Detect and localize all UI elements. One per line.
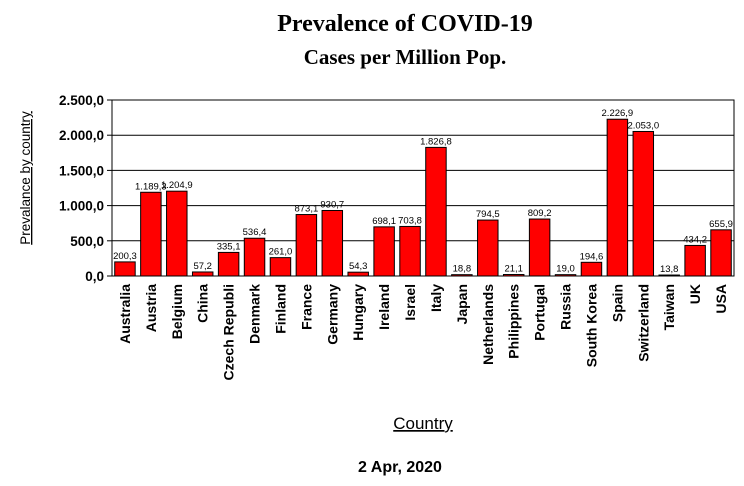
bar [528, 218, 551, 277]
bar-value-label: 2.226,9 [602, 108, 634, 119]
bar [373, 226, 395, 277]
bar [425, 146, 447, 277]
bar [477, 219, 499, 277]
bar-value-label: 261,0 [269, 247, 293, 258]
bar [191, 271, 214, 277]
bar-value-label: 794,5 [476, 209, 500, 220]
bar [269, 257, 292, 277]
bar [632, 130, 655, 277]
bar [399, 225, 421, 277]
x-tick-label: Belgium [169, 284, 185, 339]
bar-value-label: 434,2 [683, 234, 707, 245]
y-tick-label: 500,0 [70, 234, 104, 249]
bar [321, 209, 344, 277]
bar-value-label: 703,8 [398, 215, 422, 226]
bar-value-label: 335,1 [217, 241, 241, 252]
bar [606, 118, 629, 277]
x-tick-label: Germany [324, 284, 340, 345]
bar-value-label: 1.204,9 [161, 180, 193, 191]
bar [347, 271, 369, 277]
bar-value-label: 194,6 [580, 251, 604, 262]
bar [580, 261, 603, 277]
bar-value-label: 698,1 [372, 216, 396, 227]
x-tick-label: Finland [272, 284, 288, 334]
bar [217, 251, 240, 277]
x-tick-label: UK [687, 284, 703, 304]
x-tick-label: Hungary [350, 284, 366, 341]
bar [710, 229, 732, 277]
bar [243, 237, 266, 277]
bar-value-label: 809,2 [528, 208, 552, 219]
bar-value-label: 655,9 [709, 219, 733, 230]
y-tick-label: 2.000,0 [59, 128, 104, 143]
x-tick-label: Italy [428, 284, 444, 312]
x-tick-label: Portugal [532, 284, 548, 341]
chart-footer: 2 Apr, 2020 [358, 459, 442, 476]
x-tick-label: Australia [117, 284, 133, 344]
y-tick-label: 1.000,0 [59, 199, 104, 214]
x-axis-label: Country [393, 414, 453, 433]
plot-frame [111, 99, 735, 277]
bar-value-label: 57,2 [193, 261, 212, 272]
bar [295, 214, 318, 277]
x-tick-label: USA [713, 284, 729, 314]
x-tick-label: China [195, 284, 211, 323]
x-tick-label: South Korea [583, 284, 599, 367]
y-tick-labels: 0,0 500,0 1.000,0 1.500,0 2.000,0 2.500,0 [59, 93, 104, 284]
y-tick-label: 0,0 [85, 269, 104, 284]
bar-value-label: 54,3 [349, 261, 368, 272]
x-tick-label: Switzerland [635, 284, 651, 362]
bar-value-label: 18,8 [453, 264, 472, 275]
bar-value-label: 21,1 [504, 264, 523, 275]
x-tick-label: Philippines [506, 284, 522, 359]
y-axis-label: Prevalance by country [18, 111, 33, 245]
bar-value-label: 1.189,3 [135, 181, 167, 192]
x-tick-label: Netherlands [480, 284, 496, 365]
bar-value-label: 13,8 [660, 264, 679, 275]
bar-value-label: 19,0 [556, 264, 575, 275]
x-tick-label: Denmark [247, 284, 263, 344]
bar-value-label: 2.053,0 [627, 120, 659, 131]
bar-value-label: 536,4 [243, 227, 267, 238]
x-tick-label: Austria [143, 284, 159, 332]
chart-title: Prevalence of COVID-19 [277, 11, 533, 37]
x-tick-label: Czech Republi [221, 284, 237, 380]
x-tick-label: Taiwan [661, 284, 677, 330]
x-tick-labels: Australia Austria Belgium China Czech Republ… [117, 284, 729, 381]
x-tick-label: Ireland [376, 284, 392, 330]
bars [114, 118, 732, 277]
bar-value-label: 1.826,8 [420, 136, 452, 147]
bar-value-label: 873,1 [294, 204, 318, 215]
x-tick-label: Israel [402, 284, 418, 321]
x-tick-label: Spain [609, 284, 625, 322]
bar [114, 261, 136, 277]
bar [166, 190, 188, 277]
x-tick-label: France [298, 284, 314, 330]
bar-value-label: 930,7 [320, 199, 344, 210]
bar [684, 244, 706, 277]
chart-subtitle: Cases per Million Pop. [304, 45, 507, 69]
bar [140, 191, 162, 277]
x-tick-label: Japan [454, 284, 470, 324]
y-tick-label: 1.500,0 [59, 163, 104, 178]
y-tick-label: 2.500,0 [59, 93, 104, 108]
x-tick-label: Russia [558, 284, 574, 330]
bar-value-label: 200,3 [113, 251, 137, 262]
